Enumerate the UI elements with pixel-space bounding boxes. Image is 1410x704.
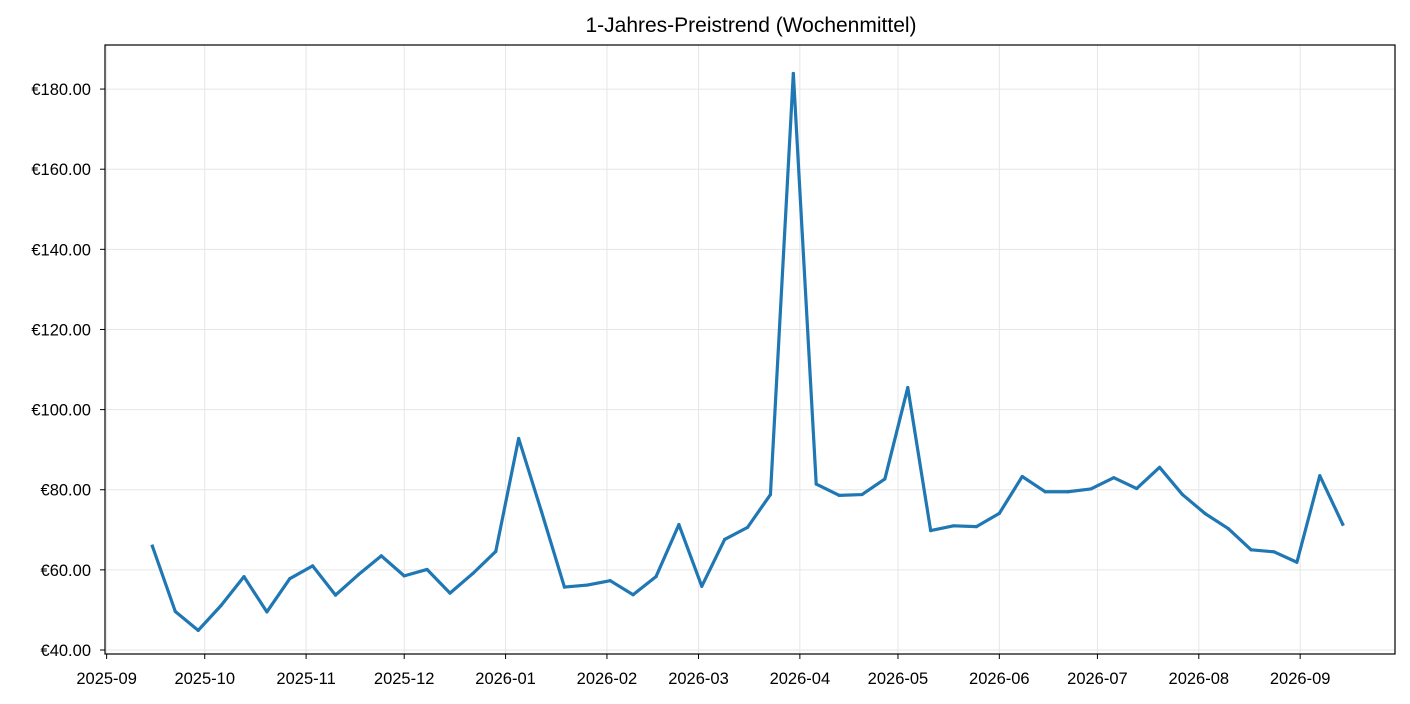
x-tick-label: 2026-06 [969,670,1030,688]
x-tick-label: 2025-10 [174,670,235,688]
data-point [906,385,910,390]
x-tick-label: 2026-04 [770,670,831,688]
data-point [288,577,292,581]
data-point [150,544,155,548]
data-point [1020,474,1024,479]
data-point [883,477,887,481]
data-point [1043,490,1047,494]
data-point [333,593,338,597]
data-point [448,591,452,595]
data-point [242,575,246,579]
x-tick-label: 2025-09 [76,670,137,688]
data-point [402,574,406,578]
data-point [791,71,795,76]
data-point [1089,487,1093,491]
data-point [1112,476,1116,480]
data-point [837,493,841,497]
data-point [562,585,567,589]
x-axis: 2025-09 2025-10 2025-11 2025-12 2026-01 2026-… [76,654,1330,688]
x-tick-label: 2026-01 [475,670,536,688]
data-point [494,549,498,554]
data-point [768,492,773,497]
data-point [700,584,704,588]
data-point [1249,548,1253,552]
data-point [585,583,589,587]
data-point [723,537,727,542]
data-point [356,573,361,577]
x-tick-label: 2025-11 [276,670,335,688]
x-tick-label: 2025-12 [374,670,435,688]
x-tick-label: 2026-08 [1169,670,1230,688]
grid-lines [105,45,1395,654]
data-point [654,575,658,579]
x-tick-label: 2026-05 [868,670,929,688]
data-point [1157,465,1162,469]
series-group [150,71,1345,632]
data-point [1226,526,1230,531]
y-tick-label: €80.00 [41,482,91,500]
data-point [196,628,200,632]
data-point [1272,550,1276,554]
data-point [1135,486,1139,491]
data-point [631,593,635,597]
data-point [860,492,864,497]
data-point [1318,474,1322,478]
data-point [1295,560,1299,564]
data-point [929,528,933,533]
data-point [745,525,750,529]
data-point [425,567,429,572]
y-tick-label: €60.00 [41,562,91,580]
data-point [677,522,681,527]
data-point [311,564,315,568]
data-point [1066,490,1070,494]
data-point [951,524,956,528]
x-tick-label: 2026-02 [577,670,638,688]
y-tick-label: €160.00 [31,161,91,179]
data-point [517,436,521,441]
x-tick-label: 2026-09 [1270,670,1331,688]
y-tick-label: €100.00 [31,402,91,420]
data-point [219,603,223,608]
data-point [539,510,544,514]
data-point [814,482,818,486]
y-tick-label: €120.00 [31,321,91,339]
data-point [1203,512,1207,516]
data-point [997,511,1001,515]
data-point [1180,492,1185,497]
data-point [173,609,177,614]
chart-title: 1-Jahres-Preistrend (Wochenmittel) [585,14,916,37]
y-axis: €40.00 €60.00 €80.00 €100.00 €120.00 €140.00 €… [31,81,105,660]
plot-frame [104,44,1396,655]
data-point [974,524,979,529]
data-point [608,579,612,583]
series-line [150,71,1345,632]
data-point [471,571,475,576]
x-tick-label: 2026-03 [668,670,729,688]
y-tick-label: €180.00 [31,81,91,99]
y-tick-label: €40.00 [41,642,91,660]
x-tick-label: 2026-07 [1067,670,1128,688]
data-point [379,554,383,558]
data-point [265,610,269,614]
data-point [1341,522,1345,526]
y-tick-label: €140.00 [31,241,91,259]
